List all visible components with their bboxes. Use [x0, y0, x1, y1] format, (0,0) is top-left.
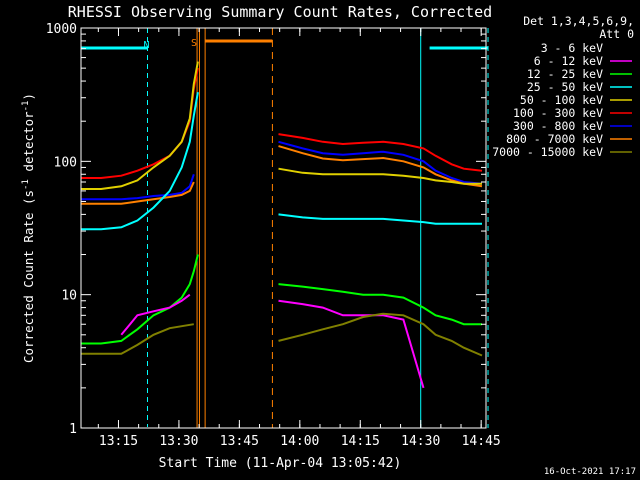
chart-title: RHESSI Observing Summary Count Rates, Co…	[68, 3, 492, 21]
x-axis-label: Start Time (11-Apr-04 13:05:42)	[159, 456, 402, 471]
y-axis-label: Corrected Count Rate (s-1 detector-1)	[21, 93, 36, 363]
y-axis-label-sup-1: -1	[21, 179, 31, 190]
y-tick-label-0: 1	[69, 422, 77, 437]
legend-header-detectors: Det 1,3,4,5,6,9,	[523, 14, 634, 28]
y-axis-label-end: )	[21, 93, 36, 101]
night-flag-label: N	[143, 40, 149, 51]
plot-frame	[80, 27, 487, 429]
legend-label-7: 800 - 7000 keV	[506, 132, 603, 146]
x-tick-label-1: 13:30	[159, 434, 198, 449]
series-line-3	[81, 173, 195, 201]
legend-label-3: 25 - 50 keV	[527, 80, 603, 94]
series-line-9	[278, 133, 483, 172]
series-line-4	[81, 181, 195, 205]
series-line-6	[81, 254, 199, 345]
series-line-14	[278, 283, 482, 326]
saa-flag-label: S	[191, 38, 197, 49]
timestamp: 16-Oct-2021 17:17	[544, 467, 636, 477]
y-axis-label-mid: detector	[21, 111, 36, 179]
x-tick-label-2: 13:45	[220, 434, 259, 449]
series-line-12	[278, 167, 482, 185]
x-axis: 13:15 13:30 13:45 14:00 14:15 14:30 14:45	[97, 28, 501, 449]
legend-label-8: 7000 - 15000 keV	[492, 145, 603, 159]
legend-label-0: 3 - 6 keV	[541, 41, 603, 55]
y-axis-label-main: Corrected Count Rate (s	[21, 190, 36, 363]
y-axis: 1 10 100 1000	[46, 22, 486, 437]
series-line-8	[81, 323, 194, 355]
legend-label-2: 12 - 25 keV	[527, 67, 603, 81]
legend-label-4: 50 - 100 keV	[520, 93, 603, 107]
y-tick-label-2: 100	[54, 155, 77, 170]
legend-header-attenuator: Att 0	[599, 27, 634, 41]
series-line-11	[278, 145, 483, 188]
y-tick-label-1: 10	[61, 289, 77, 304]
x-tick-label-3: 14:00	[280, 434, 319, 449]
legend-label-5: 100 - 300 keV	[513, 106, 603, 120]
series-line-13	[278, 213, 482, 225]
x-tick-label-0: 13:15	[99, 434, 138, 449]
legend-label-1: 6 - 12 keV	[534, 54, 603, 68]
series-line-5	[81, 92, 199, 231]
series-line-2	[81, 61, 199, 190]
series-line-16	[278, 312, 483, 357]
series-line-15	[278, 299, 425, 389]
y-tick-label-3: 1000	[46, 22, 77, 37]
x-tick-label-6: 14:45	[462, 434, 501, 449]
x-tick-label-4: 14:15	[341, 434, 380, 449]
legend-label-6: 300 - 800 keV	[513, 119, 603, 133]
x-tick-label-5: 14:30	[401, 434, 440, 449]
series-line-10	[278, 140, 483, 185]
y-axis-label-sup-2: -1	[21, 101, 31, 112]
series-line-7	[120, 293, 191, 336]
